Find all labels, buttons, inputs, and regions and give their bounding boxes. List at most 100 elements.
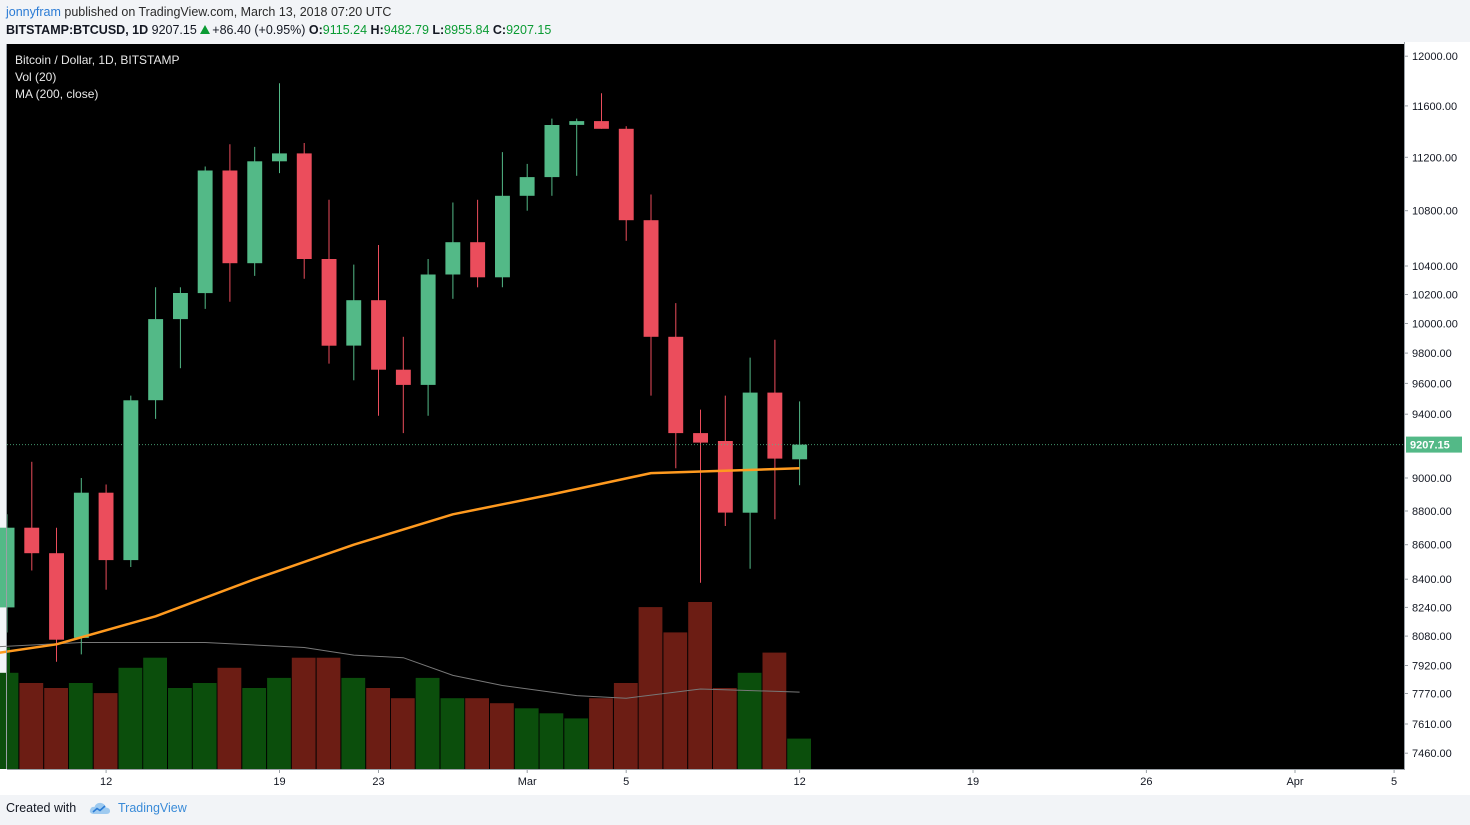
candle-body <box>148 319 164 401</box>
candle-body <box>420 274 436 385</box>
time-tick-label: 26 <box>1140 776 1152 788</box>
open-value: 9115.24 <box>322 23 368 37</box>
candle-body <box>24 527 40 554</box>
price-tick-label: 8400.00 <box>1412 574 1452 586</box>
candle-body <box>371 300 386 370</box>
time-tick-label: 5 <box>1391 776 1397 788</box>
candle-body <box>123 400 139 561</box>
open-label: O: <box>308 23 323 37</box>
volume-layer <box>0 602 811 769</box>
candle-down <box>693 409 708 583</box>
candle-down <box>395 336 411 434</box>
candle-up <box>445 202 461 299</box>
price-tick-label: 8080.00 <box>1412 631 1452 643</box>
candle-body <box>197 170 213 294</box>
last-price-badge <box>1406 436 1462 453</box>
high-value: 9482.79 <box>383 23 429 37</box>
time-axis-background <box>0 769 1404 795</box>
volume-bar <box>267 677 291 769</box>
volume-ma-line <box>0 642 800 699</box>
candle-body <box>792 444 808 460</box>
candle-body <box>73 492 89 638</box>
published-text: published on TradingView.com, March 13, … <box>64 5 392 19</box>
tradingview-cloud-icon[interactable] <box>88 799 112 817</box>
candle-body <box>569 121 585 125</box>
volume-bar <box>490 703 514 769</box>
candle-body <box>618 128 634 221</box>
price-tick-label: 10400.00 <box>1412 261 1458 273</box>
volume-bar <box>737 672 762 769</box>
change-value: +86.40 (+0.95%) <box>212 23 306 37</box>
volume-bar <box>762 652 787 769</box>
candle-up <box>519 163 535 211</box>
candle-up <box>346 264 362 381</box>
volume-bar <box>688 602 712 769</box>
candle-body <box>519 177 535 196</box>
candle-up <box>173 287 188 369</box>
candle-down <box>470 199 486 288</box>
legend-ma: MA (200, close) <box>15 87 98 101</box>
tradingview-brand-link[interactable]: TradingView <box>118 801 187 815</box>
time-tick-label: 19 <box>967 776 979 788</box>
volume-bar <box>712 688 737 769</box>
price-tick-label: 10800.00 <box>1412 206 1458 218</box>
last-price-header: 9207.15 <box>151 23 197 37</box>
footer: Created with TradingView <box>0 795 1470 825</box>
low-value: 8955.84 <box>444 23 490 37</box>
volume-bar <box>539 713 564 769</box>
volume-bar <box>465 698 489 769</box>
time-tick-label: Apr <box>1286 776 1303 788</box>
price-tick-label: 8240.00 <box>1412 602 1452 614</box>
candle-down <box>371 245 386 416</box>
price-axis[interactable]: 12000.00 11600.00 11200.00 10800.00 10400.00… <box>1404 42 1470 795</box>
volume-bar <box>366 688 390 769</box>
candle-body <box>0 527 15 608</box>
candle-body <box>346 300 362 346</box>
close-value: 9207.15 <box>506 23 552 37</box>
volume-bar <box>564 718 589 769</box>
chart-header: jonnyfram published on TradingView.com, … <box>0 0 1470 42</box>
volume-bar <box>316 657 341 769</box>
price-chart[interactable]: 12000.00 11600.00 11200.00 10800.00 10400.00… <box>0 42 1470 795</box>
publish-line: jonnyfram published on TradingView.com, … <box>6 5 391 19</box>
price-tick-label: 9800.00 <box>1412 348 1452 360</box>
volume-bar <box>415 677 440 769</box>
volume-bar <box>217 667 242 769</box>
candle-body <box>693 433 708 443</box>
close-label: C: <box>492 23 507 37</box>
price-tick-label: 7460.00 <box>1412 748 1452 760</box>
price-tick-label: 9400.00 <box>1412 409 1452 421</box>
candle-down <box>594 93 609 129</box>
candle-body <box>445 242 461 275</box>
volume-bar <box>514 708 539 769</box>
candle-body <box>767 392 783 459</box>
candle-down <box>643 194 659 396</box>
chart-legend: Bitcoin / Dollar, 1D, BITSTAMP Vol (20) … <box>15 53 180 101</box>
symbol-label: BITSTAMP:BTCUSD, 1D <box>6 23 149 37</box>
candle-up <box>742 357 758 569</box>
author-link[interactable]: jonnyfram <box>6 5 61 19</box>
candle-body <box>247 161 263 264</box>
up-arrow-icon <box>200 25 211 34</box>
time-tick-label: 5 <box>623 776 629 788</box>
price-axis-background <box>1404 42 1470 795</box>
volume-bar <box>68 683 93 769</box>
indicator-layer <box>0 444 1404 654</box>
candle-body <box>395 369 411 385</box>
chart-area[interactable]: 12000.00 11600.00 11200.00 10800.00 10400.00… <box>0 42 1470 795</box>
candle-body <box>544 125 560 178</box>
candle-body <box>668 336 684 434</box>
symbol-ohlc-line: BITSTAMP:BTCUSD, 1D 9207.15 +86.40 (+0.9… <box>6 23 551 37</box>
candle-body <box>643 220 659 337</box>
volume-bar <box>390 698 415 769</box>
volume-bar <box>440 698 465 769</box>
candle-body <box>222 170 238 264</box>
candle-body <box>742 392 758 513</box>
price-tick-label: 7920.00 <box>1412 661 1452 673</box>
volume-bar <box>143 657 167 769</box>
time-axis[interactable]: 12 19 23 Mar 5 12 19 26 Apr 5 <box>0 44 1404 795</box>
candle-up <box>272 83 287 174</box>
volume-bar <box>19 683 44 769</box>
volume-bar <box>93 693 118 769</box>
volume-bar <box>638 607 663 769</box>
